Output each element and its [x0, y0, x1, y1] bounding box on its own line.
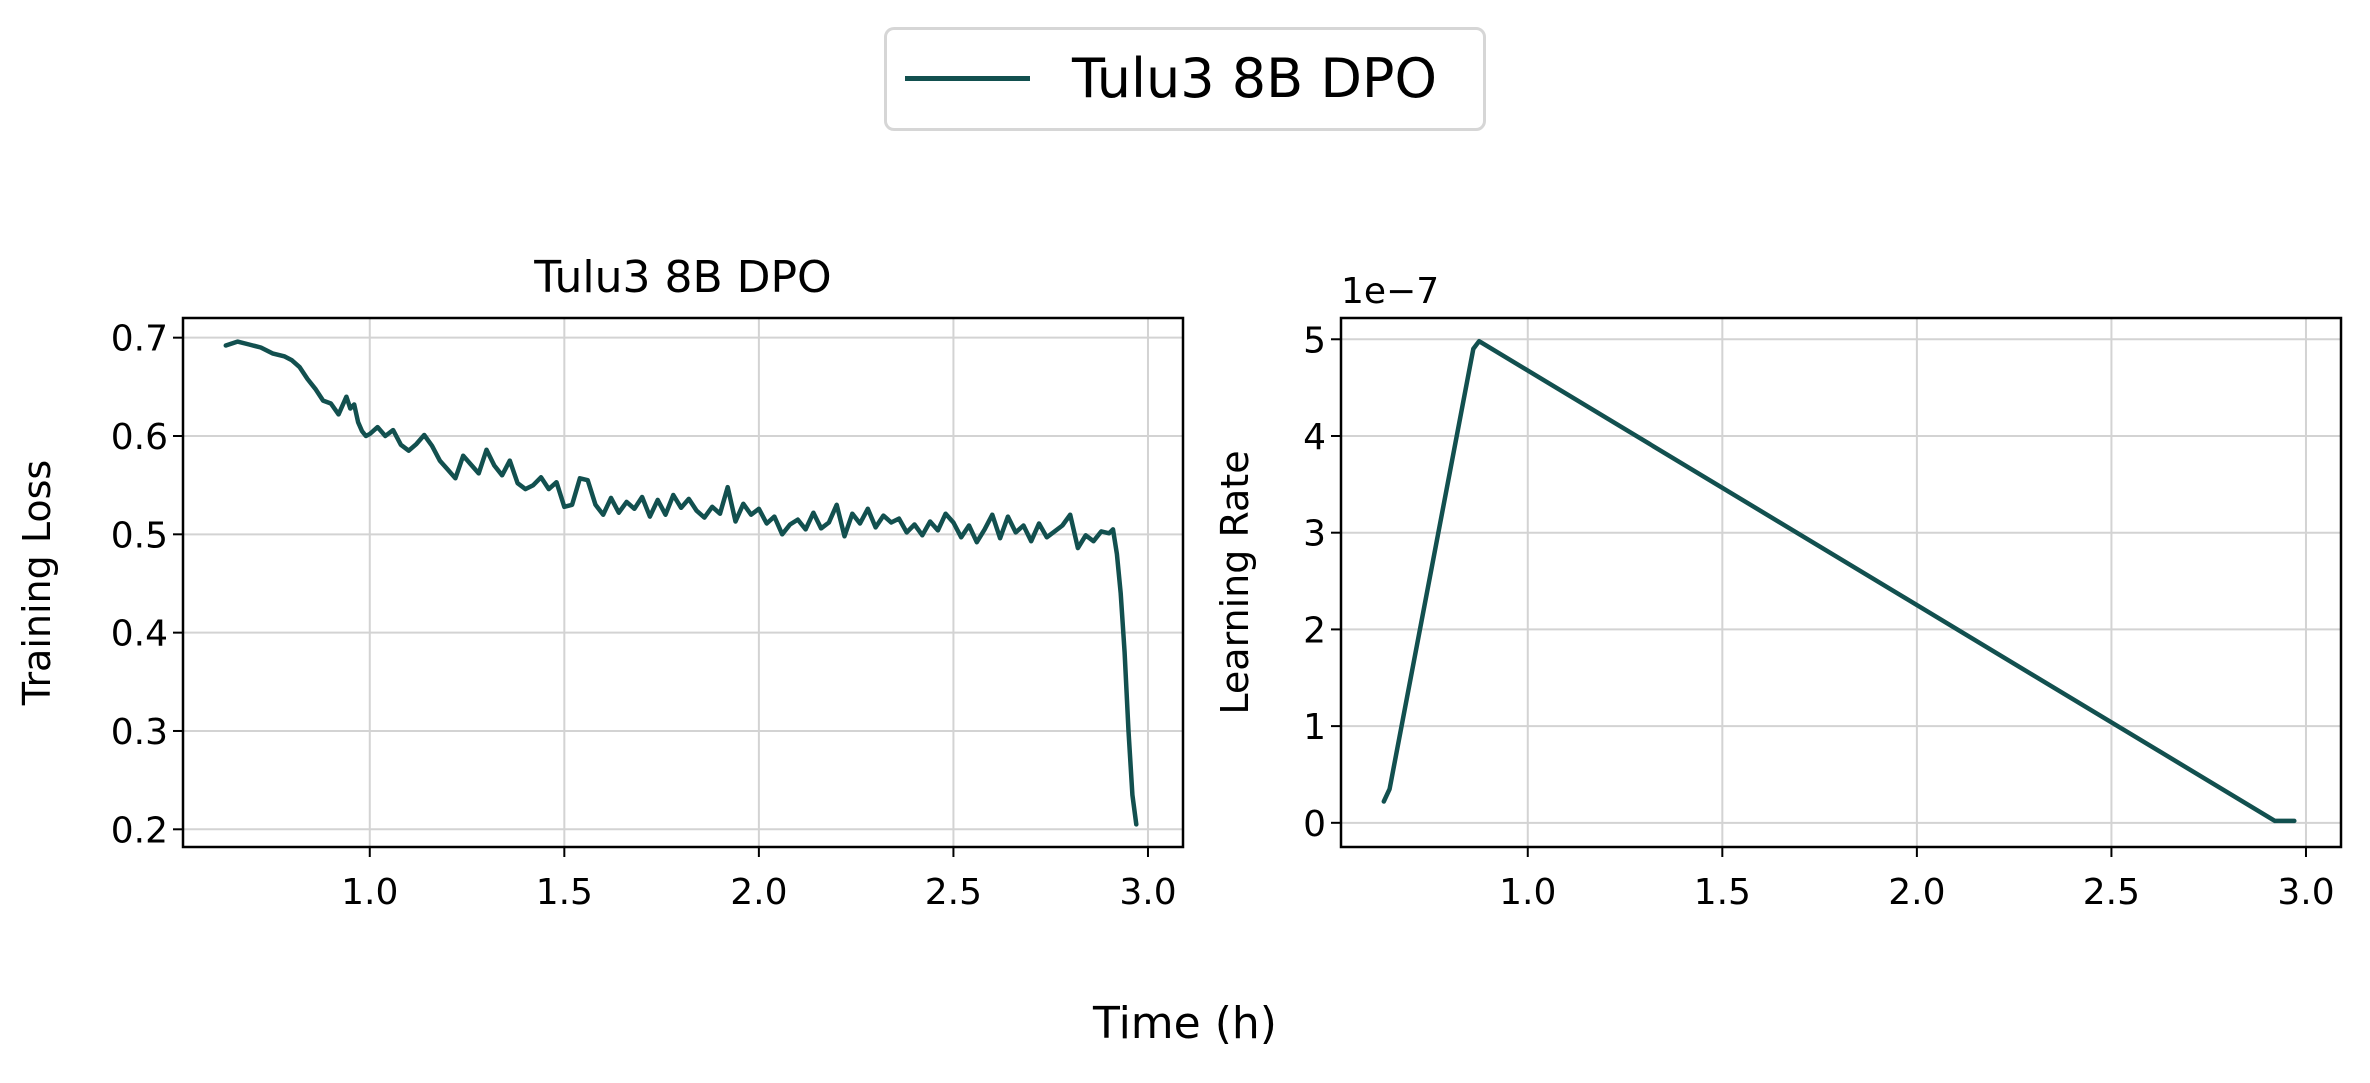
legend-label: Tulu3 8B DPO [1072, 47, 1437, 110]
x-tick-label: 2.0 [1888, 872, 1945, 913]
y-tick-label: 0.2 [111, 810, 168, 851]
y-axis-label: Learning Rate [1213, 450, 1257, 714]
y-tick-label: 5 [1303, 320, 1326, 361]
x-tick-label: 1.0 [1499, 872, 1556, 913]
y-tick-label: 0.5 [111, 515, 168, 556]
y-tick-label: 0.6 [111, 417, 168, 458]
x-tick-label: 2.5 [925, 872, 982, 913]
axes-frame [181, 316, 1185, 849]
axes-frame [1339, 316, 2343, 849]
x-tick-label: 1.5 [536, 872, 593, 913]
y-tick-label: 1 [1303, 707, 1326, 748]
legend-line-swatch [905, 76, 1030, 81]
y-axis-offset-text: 1e−7 [1341, 271, 1439, 312]
y-tick-label: 3 [1303, 514, 1326, 555]
y-tick-label: 0.4 [111, 614, 168, 655]
x-tick-label: 3.0 [1119, 872, 1176, 913]
y-axis-label: Training Loss [15, 460, 59, 706]
y-tick-label: 2 [1303, 610, 1326, 651]
x-tick-label: 2.0 [730, 872, 787, 913]
series-line [223, 339, 1139, 827]
y-tick-label: 0 [1303, 804, 1326, 845]
shared-x-axis-label: Time (h) [1093, 998, 1277, 1049]
training-loss-axes: 1.0 1.5 2.0 2.5 3.0 0.2 0.3 0.4 0.5 0.6 0.7 Trainin… [15, 252, 1185, 913]
x-tick-label: 3.0 [2277, 872, 2334, 913]
chart-title: Tulu3 8B DPO [533, 252, 831, 303]
y-tick-label: 4 [1303, 417, 1326, 458]
y-tick-label: 0.7 [111, 319, 168, 360]
legend: Tulu3 8B DPO [884, 27, 1486, 131]
x-tick-label: 1.5 [1694, 872, 1751, 913]
series-line [1381, 338, 2297, 824]
learning-rate-axes: 1.0 1.5 2.0 2.5 3.0 0 1 2 3 4 5 Learning Rate 1e−7 [1213, 271, 2343, 913]
y-tick-label: 0.3 [111, 712, 168, 753]
x-tick-label: 1.0 [341, 872, 398, 913]
x-tick-label: 2.5 [2083, 872, 2140, 913]
